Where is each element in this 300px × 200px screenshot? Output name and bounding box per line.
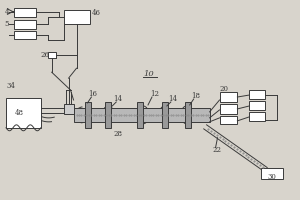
Bar [6, 98, 41, 128]
Text: 20: 20 [220, 85, 229, 93]
Bar [249, 90, 265, 99]
Text: 10: 10 [143, 70, 154, 78]
Text: 34: 34 [6, 82, 15, 90]
Bar [162, 102, 168, 128]
Bar [14, 8, 36, 17]
Text: 14: 14 [168, 95, 177, 103]
Bar [185, 102, 191, 128]
Text: 28: 28 [113, 130, 122, 138]
Text: 46: 46 [92, 9, 100, 17]
Bar [249, 101, 265, 110]
Bar [64, 10, 90, 24]
Text: 48: 48 [15, 109, 24, 117]
Text: 16: 16 [88, 90, 98, 98]
Bar [64, 104, 74, 114]
Text: 26: 26 [41, 51, 50, 59]
Text: 18: 18 [191, 92, 200, 100]
Bar [14, 20, 36, 28]
Text: 12: 12 [150, 90, 159, 98]
Bar [261, 168, 283, 179]
Bar [249, 112, 265, 121]
Text: 14: 14 [113, 95, 122, 103]
Bar [85, 102, 91, 128]
Text: 5: 5 [4, 20, 9, 28]
Bar [48, 52, 56, 58]
Bar [137, 102, 143, 128]
Text: 4: 4 [4, 8, 9, 16]
Bar [220, 104, 237, 114]
Bar [14, 31, 36, 39]
Bar [105, 102, 111, 128]
Text: 30: 30 [267, 173, 276, 181]
Bar [220, 92, 237, 102]
Bar [220, 116, 237, 124]
Text: 22: 22 [213, 146, 222, 154]
Bar [74, 108, 210, 122]
